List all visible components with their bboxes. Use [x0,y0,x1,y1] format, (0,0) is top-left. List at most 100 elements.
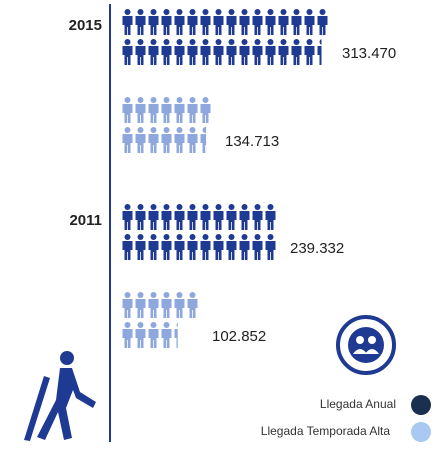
icon-body [162,299,172,318]
icon-head [203,97,209,103]
icon-head [177,39,183,45]
icon-head [203,234,209,240]
person-icon [279,39,289,65]
chart: 2015313.470134.7132011239.332102.852Lleg… [0,0,447,444]
person-icon [123,97,133,123]
person-icon [123,234,133,260]
person-icon [292,39,302,65]
person-icon [162,39,172,65]
icon-body [305,16,315,35]
icon-body [123,46,133,65]
person-icon [175,234,185,260]
icon-body [292,46,302,65]
person-icon [201,39,211,65]
icon-body [240,16,250,35]
icon-body [201,104,211,123]
person-icon [318,39,328,65]
icon-head [203,127,209,133]
icon-body [162,211,172,230]
icon-body [188,16,198,35]
icon-head [125,322,131,328]
person-icon [123,292,133,318]
icon-body [188,211,198,230]
icon-head [320,39,326,45]
icon-head [255,39,261,45]
icon-body [149,211,159,230]
person-icon [240,9,250,35]
person-icon [214,234,224,260]
person-icon [136,97,146,123]
icon-body [201,16,211,35]
person-icon [175,204,185,230]
icon-body [149,104,159,123]
icon-body [279,46,289,65]
icon-body [253,16,263,35]
value-label: 102.852 [212,328,266,345]
person-icon [253,9,263,35]
icon-body [253,211,263,230]
person-icon [162,292,172,318]
person-icon [123,322,133,348]
icon-body [240,241,250,260]
icon-head [177,204,183,210]
icon-body [188,241,198,260]
person-icon [240,204,250,230]
icon-body [175,16,185,35]
icon-body [240,211,250,230]
icon-body [214,46,224,65]
person-icon [162,127,172,153]
icon-head [229,39,235,45]
icon-body [162,329,172,348]
group-icon [338,317,394,373]
icon-body [253,46,263,65]
icon-body [136,46,146,65]
icon-body [149,241,159,260]
person-icon [188,292,198,318]
person-icon [123,127,133,153]
icon-body [123,134,133,153]
person-icon [175,9,185,35]
icon-body [227,46,237,65]
icon-head [203,39,209,45]
person-icon [188,127,198,153]
icon-body [201,241,211,260]
icon-head [177,292,183,298]
icon-body [123,211,133,230]
person-icon [149,204,159,230]
person-icon [188,9,198,35]
year-label: 2015 [69,17,102,34]
icon-head [164,322,170,328]
icon-head [125,97,131,103]
icon-head [216,234,222,240]
icon-head [190,39,196,45]
icon-body [149,299,159,318]
icon-head [320,9,326,15]
icon-head [151,39,157,45]
icon-head [138,97,144,103]
icon-head [190,97,196,103]
icon-body [136,104,146,123]
icon-head [151,97,157,103]
icon-body [266,211,276,230]
person-icon [253,234,263,260]
icon-head [177,9,183,15]
icon-head [177,127,183,133]
icon-head [164,292,170,298]
person-icon [162,97,172,123]
pictogram-bar [123,204,276,260]
person-icon [253,39,263,65]
icon-head [229,204,235,210]
icon-body [240,46,250,65]
person-icon [201,9,211,35]
icon-body [136,241,146,260]
icon-body [305,46,315,65]
icon-head [164,127,170,133]
icon-body [292,16,302,35]
icon-head [255,234,261,240]
icon-body [201,211,211,230]
page: 2015313.470134.7132011239.332102.852Lleg… [0,0,447,449]
icon-body [162,134,172,153]
icon-body [136,16,146,35]
icon-head [190,292,196,298]
person-icon [123,39,133,65]
